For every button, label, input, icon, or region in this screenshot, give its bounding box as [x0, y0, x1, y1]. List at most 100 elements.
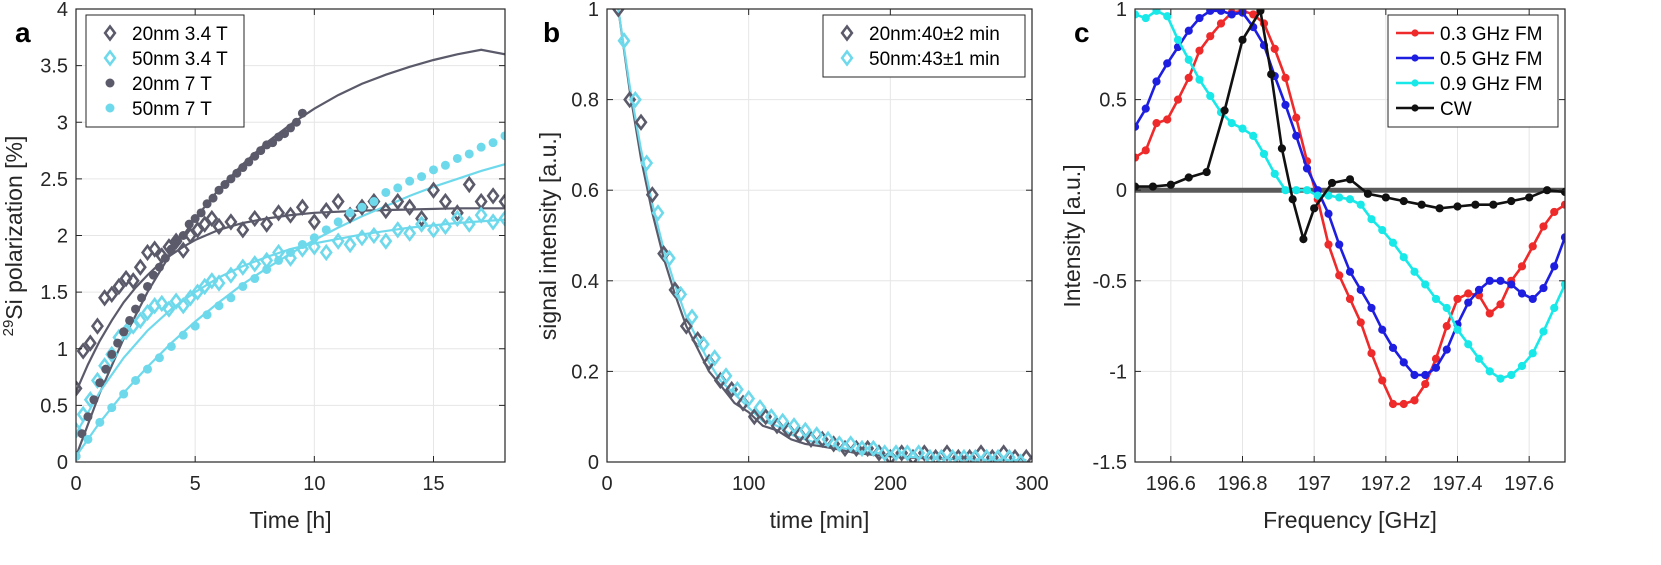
y-axis-label-text: Si polarization [%] — [1, 136, 27, 320]
data-point — [90, 317, 104, 335]
data-point — [1378, 225, 1387, 235]
data-point — [1453, 325, 1462, 334]
data-point — [1195, 13, 1204, 23]
legend-label: 20nm 7 T — [132, 74, 212, 95]
data-point — [787, 417, 801, 435]
data-point — [154, 262, 164, 272]
data-point — [1335, 240, 1344, 249]
data-point — [1367, 349, 1376, 358]
y-tick-label: 0.4 — [571, 271, 599, 293]
legend-item: 20nm 3.4 T — [103, 24, 228, 45]
data-point — [764, 408, 778, 426]
data-point — [190, 214, 200, 224]
plot-area — [607, 9, 1032, 462]
data-point — [488, 138, 498, 148]
x-tick-label: 5 — [190, 473, 201, 495]
data-point — [968, 448, 982, 462]
data-point — [284, 249, 297, 267]
legend-item: 20nm 7 T — [105, 74, 212, 95]
legend-label: 50nm 7 T — [132, 99, 212, 120]
data-point — [1367, 215, 1376, 224]
y-tick-label: 1 — [57, 339, 68, 361]
data-point — [980, 448, 994, 462]
data-point — [205, 209, 219, 228]
data-point — [685, 308, 699, 326]
data-point — [345, 208, 355, 218]
legend-marker — [1411, 104, 1419, 112]
data-point — [148, 240, 162, 258]
data-point — [450, 209, 464, 228]
data-point — [224, 213, 238, 231]
data-point — [844, 435, 858, 453]
data-point — [946, 448, 960, 462]
data-point — [248, 209, 262, 228]
data-point — [1288, 195, 1297, 204]
data-point — [1238, 35, 1247, 44]
data-point — [1431, 294, 1441, 304]
data-point — [107, 403, 117, 413]
data-point — [379, 232, 393, 250]
data-point — [1313, 191, 1322, 200]
data-point — [730, 380, 744, 399]
data-point — [1453, 202, 1462, 211]
data-point — [1539, 327, 1548, 336]
data-point — [415, 215, 429, 233]
data-point — [1216, 9, 1226, 15]
data-point — [1141, 13, 1150, 23]
data-point — [940, 444, 954, 462]
data-point — [214, 301, 224, 311]
data-point — [236, 221, 250, 239]
data-point — [1249, 131, 1258, 140]
data-point — [1442, 345, 1451, 354]
data-point — [900, 444, 914, 462]
data-point — [747, 408, 761, 426]
data-point — [286, 247, 295, 257]
data-point — [162, 238, 176, 256]
data-point — [974, 444, 988, 462]
data-point — [172, 236, 182, 246]
data-point — [1378, 376, 1387, 385]
data-point — [307, 238, 321, 256]
data-point — [1399, 399, 1408, 409]
data-point — [1356, 318, 1365, 327]
data-point — [1259, 149, 1269, 159]
legend-label: 0.9 GHz FM — [1440, 74, 1542, 95]
data-point — [76, 421, 83, 439]
y-tick-label: 3 — [57, 112, 68, 134]
data-point — [1163, 12, 1172, 21]
data-point — [923, 448, 937, 462]
data-point — [343, 235, 357, 254]
data-point — [997, 444, 1011, 462]
data-point — [912, 444, 926, 462]
data-point — [1292, 186, 1301, 195]
data-point — [810, 426, 824, 444]
data-point — [119, 389, 129, 399]
data-point — [272, 204, 286, 222]
data-point — [1378, 325, 1387, 334]
data-point — [1202, 167, 1211, 177]
data-point — [1206, 91, 1215, 101]
data-point — [76, 405, 90, 424]
data-point — [154, 353, 164, 363]
data-point — [202, 310, 212, 320]
series-3 — [1135, 9, 1565, 383]
data-point — [1184, 173, 1193, 182]
data-point — [141, 303, 154, 322]
legend-label: CW — [1440, 99, 1472, 120]
data-point — [295, 198, 309, 216]
data-point — [405, 176, 415, 186]
data-point — [143, 281, 152, 291]
data-point — [1421, 280, 1430, 289]
data-point — [1363, 189, 1373, 198]
data-point — [280, 129, 290, 139]
data-point — [176, 297, 190, 315]
data-point — [1550, 207, 1559, 217]
data-point — [742, 389, 756, 408]
data-point — [464, 149, 474, 159]
legend-item: 0.3 GHz FM — [1396, 24, 1542, 45]
data-point — [286, 123, 295, 133]
data-point — [1324, 209, 1333, 218]
legend-marker — [105, 78, 115, 88]
data-point — [1550, 262, 1559, 271]
data-point — [662, 249, 676, 267]
